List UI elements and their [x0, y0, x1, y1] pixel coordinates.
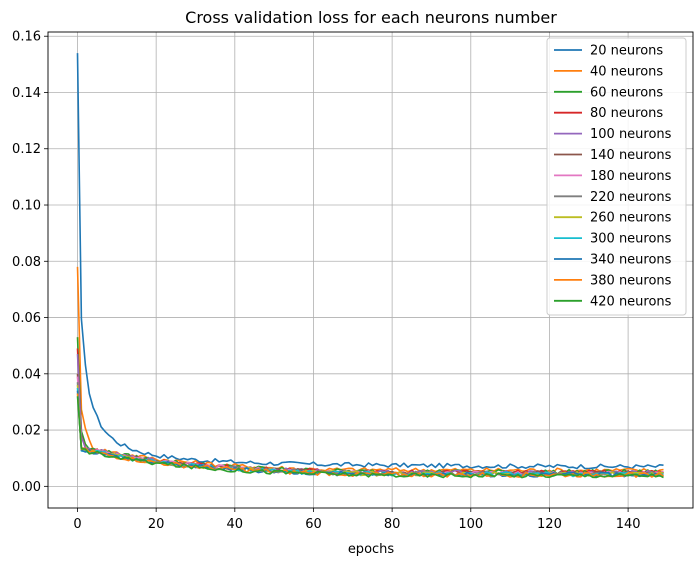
- y-tick-label: 0.04: [12, 367, 41, 382]
- x-tick-label: 140: [616, 517, 641, 532]
- legend-entry-label: 140 neurons: [590, 148, 672, 163]
- series-line: [76, 393, 664, 478]
- x-tick-label: 100: [458, 517, 483, 532]
- legend-entry-label: 220 neurons: [590, 190, 672, 205]
- x-axis-label: epochs: [348, 542, 395, 557]
- y-tick-label: 0.14: [12, 86, 41, 101]
- x-tick-label: 40: [227, 517, 244, 532]
- legend-entry-label: 260 neurons: [590, 211, 672, 226]
- series-lines: [76, 53, 664, 479]
- legend-entry-label: 180 neurons: [590, 169, 672, 184]
- y-tick-label: 0.16: [12, 30, 41, 45]
- chart-title: Cross validation loss for each neurons n…: [185, 8, 557, 27]
- x-tick-label: 120: [537, 517, 562, 532]
- legend-entry-label: 20 neurons: [590, 44, 663, 59]
- legend-entry-label: 100 neurons: [590, 127, 672, 142]
- y-tick-label: 0.12: [12, 142, 41, 157]
- y-tick-label: 0.02: [12, 424, 41, 439]
- x-tick-label: 80: [384, 517, 401, 532]
- legend-entry-label: 300 neurons: [590, 232, 672, 247]
- legend-entry-label: 40 neurons: [590, 64, 663, 79]
- y-axis-ticks: 0.00 0.02 0.04 0.06 0.08 0.10 0.12 0.14 0.16: [12, 30, 48, 495]
- series-line: [76, 53, 664, 470]
- legend-entry-label: 380 neurons: [590, 273, 672, 288]
- y-tick-label: 0.08: [12, 255, 41, 270]
- legend-entry-label: 80 neurons: [590, 106, 663, 121]
- plot-frame: [47, 31, 694, 509]
- y-tick-label: 0.10: [12, 199, 41, 214]
- legend-entry-label: 340 neurons: [590, 253, 672, 268]
- legend-entry-label: 420 neurons: [590, 294, 672, 309]
- x-tick-label: 20: [148, 517, 165, 532]
- y-tick-label: 0.06: [12, 311, 41, 326]
- x-axis-ticks: 0 20 40 60 80 100 120 140: [73, 508, 641, 532]
- series-line: [76, 396, 664, 479]
- legend-box: [546, 37, 687, 316]
- y-tick-label: 0.00: [12, 480, 41, 495]
- x-tick-label: 0: [73, 517, 81, 532]
- legend: 20 neurons 40 neurons 60 neurons 80 neurons…: [546, 37, 687, 316]
- legend-entry-label: 60 neurons: [590, 85, 663, 100]
- x-tick-label: 60: [305, 517, 322, 532]
